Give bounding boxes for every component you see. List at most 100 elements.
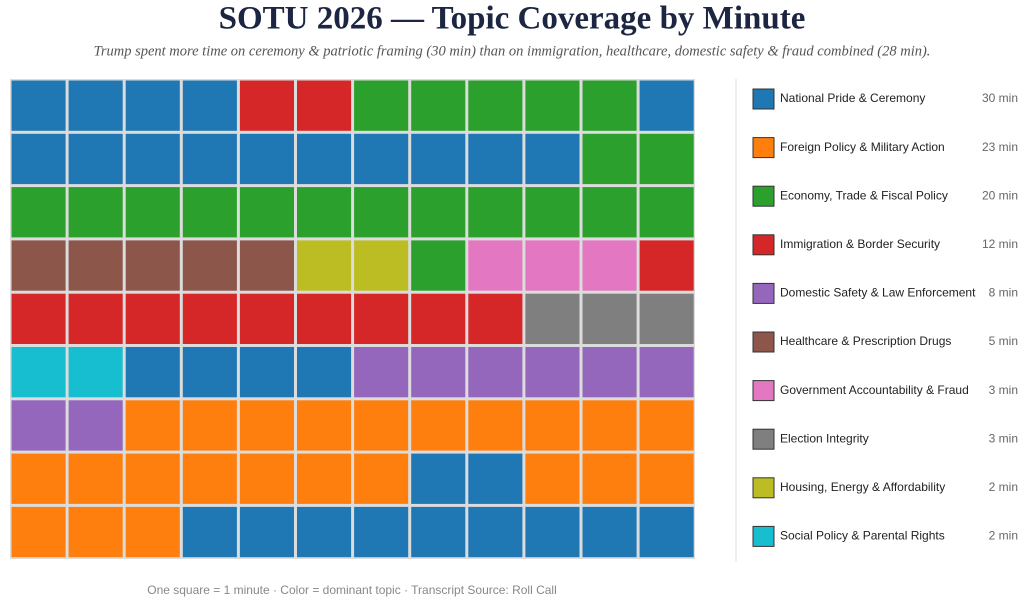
waffle-square — [297, 80, 352, 131]
legend-swatch — [752, 88, 775, 110]
waffle-square — [182, 347, 237, 398]
waffle-square — [11, 293, 66, 344]
waffle-square — [68, 453, 123, 504]
waffle-square — [468, 240, 523, 291]
waffle-square — [639, 506, 694, 558]
waffle-square — [468, 80, 523, 131]
legend-label: Foreign Policy & Military Action — [780, 140, 945, 154]
waffle-square — [239, 347, 294, 398]
waffle-square — [525, 453, 580, 504]
waffle-square — [11, 133, 66, 185]
waffle-square — [468, 133, 523, 185]
waffle-square — [582, 133, 637, 185]
waffle-square — [582, 400, 637, 451]
waffle-square — [639, 453, 694, 504]
legend-label: Domestic Safety & Law Enforcement — [780, 286, 976, 300]
legend-value: 5 min — [989, 334, 1018, 348]
waffle-square — [354, 187, 409, 238]
waffle-square — [582, 187, 637, 238]
legend-value: 12 min — [982, 237, 1018, 251]
waffle-square — [297, 240, 352, 291]
waffle-square — [239, 400, 294, 451]
waffle-square — [182, 80, 237, 131]
waffle-square — [525, 400, 580, 451]
legend-label: Election Integrity — [780, 431, 869, 445]
waffle-square — [354, 80, 409, 131]
legend-swatch — [752, 282, 775, 304]
waffle-square — [239, 453, 294, 504]
waffle-square — [411, 347, 466, 398]
legend-label: Housing, Energy & Affordability — [780, 480, 945, 494]
waffle-square — [182, 133, 237, 185]
waffle-square — [68, 293, 123, 344]
waffle-square — [411, 293, 466, 344]
waffle-square — [411, 506, 466, 558]
waffle-square — [411, 240, 466, 291]
waffle-square — [525, 347, 580, 398]
waffle-square — [639, 400, 694, 451]
waffle-square — [297, 453, 352, 504]
waffle-square — [411, 133, 466, 185]
waffle-square — [239, 293, 294, 344]
legend-value: 8 min — [989, 286, 1018, 300]
waffle-square — [239, 506, 294, 558]
waffle-square — [297, 506, 352, 558]
waffle-square — [354, 347, 409, 398]
waffle-square — [468, 453, 523, 504]
waffle-square — [11, 80, 66, 131]
waffle-square — [468, 293, 523, 344]
waffle-square — [182, 453, 237, 504]
waffle-square — [468, 506, 523, 558]
legend-value: 20 min — [982, 188, 1018, 202]
legend-swatch — [752, 477, 775, 499]
legend-swatch — [752, 428, 775, 450]
waffle-square — [125, 506, 180, 558]
waffle-square — [639, 80, 694, 131]
waffle-square — [297, 187, 352, 238]
legend-value: 30 min — [982, 91, 1018, 105]
legend-swatch — [752, 137, 775, 159]
waffle-square — [297, 133, 352, 185]
waffle-square — [582, 347, 637, 398]
waffle-square — [239, 240, 294, 291]
waffle-square — [182, 293, 237, 344]
legend-swatch — [752, 331, 775, 353]
waffle-square — [11, 400, 66, 451]
waffle-square — [354, 400, 409, 451]
waffle-square — [11, 347, 66, 398]
waffle-square — [11, 453, 66, 504]
waffle-square — [411, 400, 466, 451]
waffle-square — [639, 240, 694, 291]
waffle-square — [297, 293, 352, 344]
waffle-square — [468, 400, 523, 451]
waffle-square — [354, 240, 409, 291]
legend-label: National Pride & Ceremony — [780, 91, 925, 105]
waffle-square — [582, 293, 637, 344]
waffle-square — [182, 506, 237, 558]
waffle-square — [639, 293, 694, 344]
waffle-square — [582, 240, 637, 291]
legend-swatch — [752, 185, 775, 207]
waffle-square — [125, 133, 180, 185]
waffle-square — [468, 187, 523, 238]
legend-label: Economy, Trade & Fiscal Policy — [780, 188, 948, 202]
waffle-square — [525, 240, 580, 291]
waffle-square — [354, 133, 409, 185]
waffle-square — [239, 80, 294, 131]
waffle-square — [354, 293, 409, 344]
waffle-square — [525, 293, 580, 344]
waffle-square — [639, 187, 694, 238]
waffle-square — [125, 347, 180, 398]
waffle-square — [182, 240, 237, 291]
waffle-square — [411, 453, 466, 504]
waffle-square — [11, 240, 66, 291]
waffle-square — [125, 400, 180, 451]
chart-title: SOTU 2026 — Topic Coverage by Minute — [219, 1, 806, 37]
waffle-square — [354, 506, 409, 558]
waffle-square — [11, 506, 66, 558]
waffle-background — [10, 79, 695, 559]
legend-value: 23 min — [982, 140, 1018, 154]
waffle-square — [639, 133, 694, 185]
chart-subtitle: Trump spent more time on ceremony & patr… — [94, 43, 931, 59]
